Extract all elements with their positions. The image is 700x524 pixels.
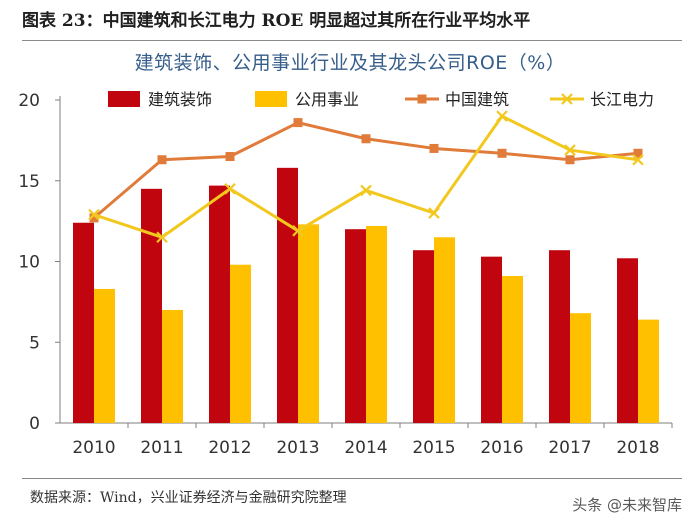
bar-公用事业-2017 (570, 313, 591, 423)
point-中国建筑-2011 (157, 155, 167, 165)
x-tick-label: 2017 (548, 438, 591, 458)
bars (73, 167, 659, 423)
bar-公用事业-2015 (434, 237, 455, 423)
legend-label-公用事业: 公用事业 (295, 90, 359, 109)
point-长江电力-2011 (156, 231, 168, 244)
point-长江电力-2014 (360, 184, 372, 197)
source-note: 数据来源：Wind，兴业证券经济与金融研究院整理 (30, 490, 347, 506)
bar-建筑装饰-2012 (209, 185, 230, 423)
point-中国建筑-2010 (89, 213, 99, 223)
point-长江电力-2016 (496, 110, 508, 122)
bar-建筑装饰-2013 (277, 167, 298, 423)
x-tick-label: 2013 (276, 438, 319, 458)
bottom-rule (22, 478, 682, 479)
bar-公用事业-2012 (230, 264, 251, 423)
legend: 建筑装饰 公用事业 中国建筑 长江电力 (108, 90, 654, 109)
point-中国建筑-2013 (293, 118, 303, 128)
figure-label: 图表 23：中国建筑和长江电力 ROE 明显超过其所在行业平均水平 (22, 11, 531, 31)
legend-label-长江电力: 长江电力 (590, 90, 654, 109)
point-长江电力-2018 (632, 153, 644, 166)
bar-建筑装饰-2018 (617, 258, 638, 423)
point-长江电力-2013 (292, 225, 304, 237)
x-tick-label: 2014 (344, 438, 387, 458)
bar-建筑装饰-2016 (481, 256, 502, 423)
point-长江电力-2017 (564, 144, 576, 156)
y-tick-label: 20 (18, 91, 40, 111)
y-tick-label: 0 (29, 414, 40, 434)
x-tick-label: 2010 (72, 438, 115, 458)
legend-marker-中国建筑 (417, 94, 427, 104)
bar-建筑装饰-2011 (141, 188, 162, 423)
bar-公用事业-2013 (298, 224, 319, 423)
legend-swatch-公用事业 (255, 91, 287, 107)
bar-建筑装饰-2014 (345, 229, 366, 423)
x-tick-label: 2011 (140, 438, 183, 458)
point-中国建筑-2014 (361, 134, 371, 144)
chart-title: 建筑装饰、公用事业行业及其龙头公司ROE（%） (134, 52, 566, 74)
y-tick-label: 15 (18, 172, 40, 192)
watermark: 头条 @未来智库 (572, 496, 682, 514)
point-中国建筑-2017 (565, 155, 575, 165)
lines (88, 110, 644, 244)
legend-marker-长江电力 (561, 93, 573, 105)
legend-label-中国建筑: 中国建筑 (445, 90, 509, 109)
point-长江电力-2012 (224, 183, 236, 195)
bar-公用事业-2010 (94, 288, 115, 423)
y-tick-label: 5 (29, 333, 40, 353)
y-tick-label: 10 (18, 253, 40, 273)
point-中国建筑-2015 (429, 143, 439, 153)
x-tick-label: 2016 (480, 438, 523, 458)
point-中国建筑-2018 (633, 148, 643, 158)
legend-label-建筑装饰: 建筑装饰 (148, 90, 212, 109)
top-rule (22, 40, 682, 41)
bar-公用事业-2014 (366, 225, 387, 423)
bar-公用事业-2011 (162, 309, 183, 423)
point-长江电力-2010 (88, 208, 100, 221)
x-tick-label: 2018 (616, 438, 659, 458)
bar-建筑装饰-2015 (413, 250, 434, 423)
legend-swatch-建筑装饰 (108, 91, 140, 107)
point-中国建筑-2016 (497, 148, 507, 158)
bar-建筑装饰-2010 (73, 222, 94, 423)
x-tick-label: 2012 (208, 438, 251, 458)
bar-公用事业-2018 (638, 319, 659, 423)
bar-建筑装饰-2017 (549, 250, 570, 423)
point-中国建筑-2012 (225, 152, 235, 162)
bar-公用事业-2016 (502, 276, 523, 423)
point-长江电力-2015 (428, 207, 440, 219)
x-tick-label: 2015 (412, 438, 455, 458)
